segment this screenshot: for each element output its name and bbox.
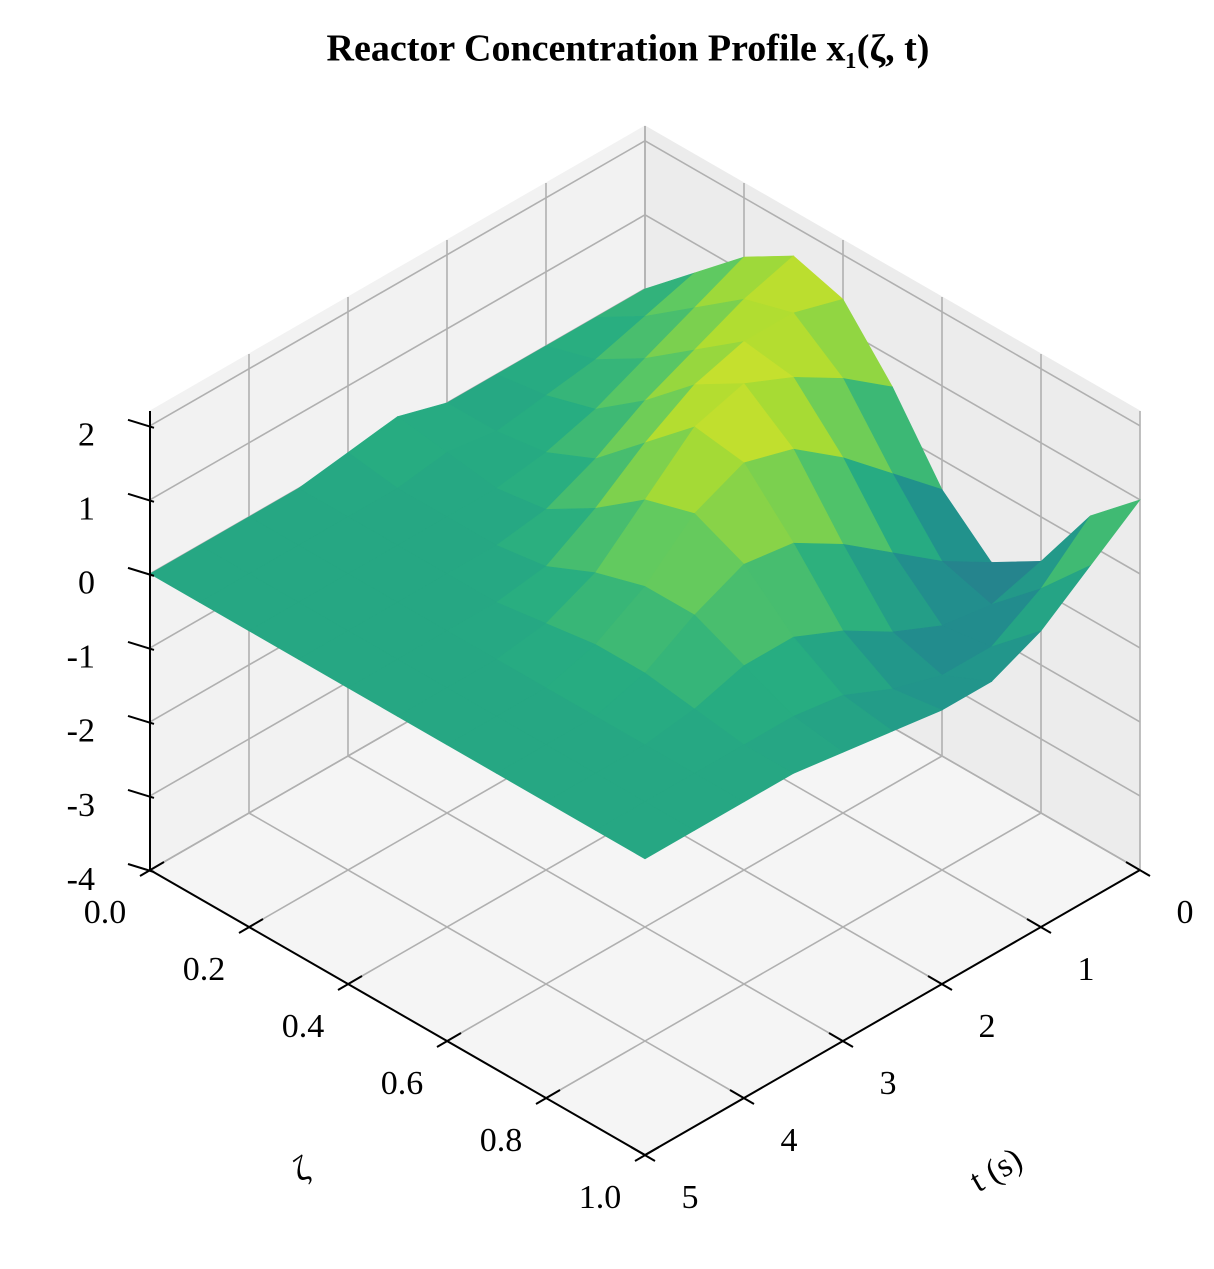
x-tick [535,1089,561,1105]
y-axis-label: t (s) [964,1141,1029,1200]
z-tick-label: -1 [67,639,95,676]
y-tick-label: 3 [880,1065,897,1102]
y-tick [828,1032,854,1048]
y-tick-label: 4 [781,1122,798,1159]
y-tick-label: 5 [682,1179,699,1216]
z-tick [127,418,155,429]
grid-line [347,755,844,1042]
z-tick-label: -4 [67,861,95,898]
grid-line [149,140,646,427]
surface-patch [594,801,696,860]
z-tick-label: 2 [78,417,95,454]
z-tick-label: -2 [67,713,95,750]
x-tick [634,1146,660,1162]
z-tick [127,640,155,651]
x-tick [238,918,264,934]
x-tick [436,1032,462,1048]
x-tick-label: 1.0 [579,1179,622,1216]
y-tick-label: 0 [1177,894,1194,931]
grid-line [545,812,1042,1099]
y-tick [729,1089,755,1105]
y-axis [644,869,1141,1156]
grid-line [446,755,943,1042]
x-axis [149,869,646,1156]
x-tick-label: 0.6 [381,1065,424,1102]
z-tick [127,714,155,725]
z-tick-label: -3 [67,787,95,824]
grid-line [149,214,646,501]
x-tick-label: 0.8 [480,1122,523,1159]
y-tick [927,975,953,991]
z-tick [127,492,155,503]
y-tick [630,1146,656,1162]
z-tick-label: 0 [78,565,95,602]
y-tick [1125,861,1151,877]
x-axis-label: ζ [286,1150,318,1190]
z-tick-label: 1 [78,491,95,528]
z-tick [127,789,155,799]
y-tick [1026,918,1052,934]
y-tick-label: 2 [979,1008,996,1045]
y-tick-label: 1 [1078,951,1095,988]
x-tick-label: 0.0 [84,894,127,931]
chart-title: Reactor Concentration Profile x₁(ζ, t) [327,28,930,70]
x-tick [337,975,363,991]
x-tick [139,861,165,877]
x-tick-label: 0.4 [282,1008,325,1045]
z-tick [127,566,155,577]
grid-line [644,140,1141,427]
z-tick [127,863,155,873]
x-tick-label: 0.2 [183,951,226,988]
grid-line [248,812,745,1099]
